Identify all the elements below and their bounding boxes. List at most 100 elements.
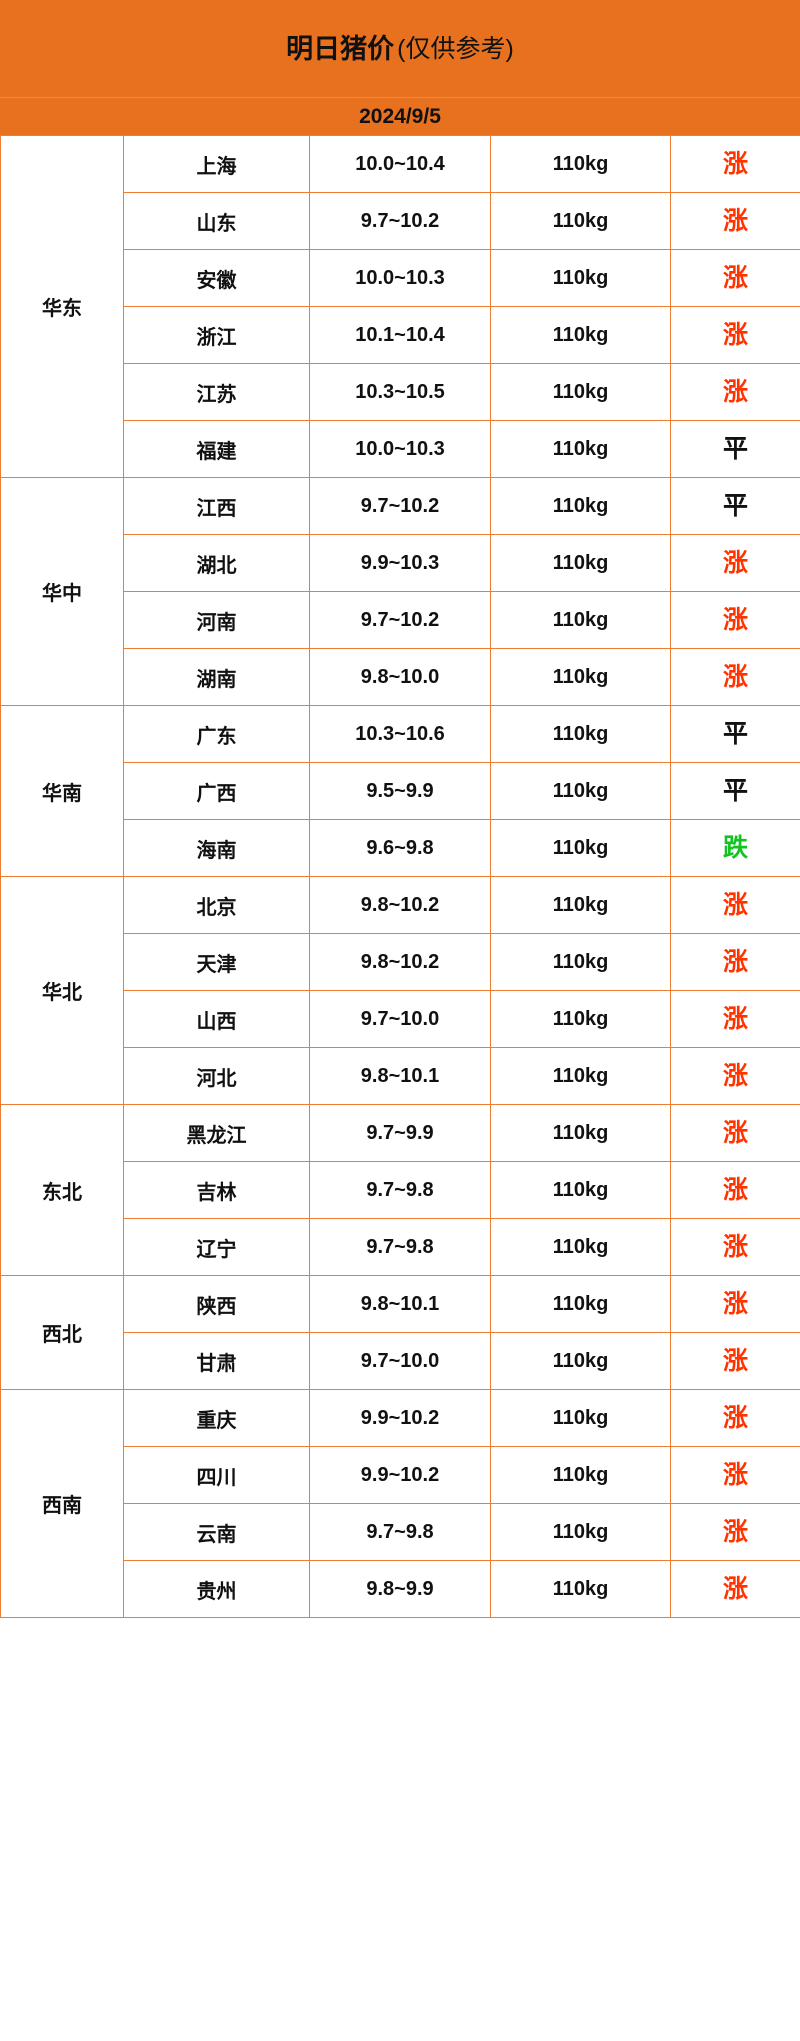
table-row: 华东 上海 10.0~10.4 110kg 涨 [0,135,800,478]
trend-cell-up: 涨 [670,249,800,307]
weight-cell: 110kg [490,648,671,706]
province-cell: 浙江 [123,306,310,364]
table-row: 天津 9.8~10.2 110kg 涨 [1,933,800,991]
weight-cell: 110kg [490,420,671,478]
trend-cell-up: 涨 [670,1503,800,1561]
trend-cell-flat: 平 [670,477,800,535]
page-title: 明日猪价 [286,33,395,64]
price-cell: 9.9~10.2 [309,1446,491,1504]
price-table: 华东 上海 10.0~10.4 110kg 涨山东 9.7~10.2 110kg 涨安徽 10.… [0,135,800,1618]
province-cell: 辽宁 [123,1218,310,1276]
region-cell: 东北 [0,1104,124,1276]
province-cell: 吉林 [123,1161,310,1219]
province-cell: 上海 [123,135,310,193]
price-cell: 9.8~10.1 [309,1047,491,1105]
province-cell: 云南 [123,1503,310,1561]
region-cell: 华北 [0,876,124,1105]
price-cell: 9.8~10.2 [309,933,491,991]
table-row: 贵州 9.8~9.9 110kg 涨 [1,1560,800,1618]
province-cell: 甘肃 [123,1332,310,1390]
report-date: 2024/9/5 [359,105,441,128]
price-cell: 9.7~9.9 [309,1104,491,1162]
board-header: 明日猪价 (仅供参考) 2024/9/5 [0,0,800,135]
province-cell: 天津 [123,933,310,991]
price-cell: 10.3~10.6 [309,705,491,763]
weight-cell: 110kg [490,933,671,991]
price-cell: 10.0~10.3 [309,249,491,307]
trend-cell-up: 涨 [670,591,800,649]
price-cell: 9.9~10.2 [309,1389,491,1447]
table-row: 山西 9.7~10.0 110kg 涨 [1,990,800,1048]
weight-cell: 110kg [490,705,671,763]
price-table-body: 华东 上海 10.0~10.4 110kg 涨山东 9.7~10.2 110kg 涨安徽 10.… [0,135,800,1618]
price-cell: 9.8~10.2 [309,876,491,934]
trend-cell-up: 涨 [670,363,800,421]
province-cell: 江苏 [123,363,310,421]
price-cell: 9.9~10.3 [309,534,491,592]
weight-cell: 110kg [490,192,671,250]
table-row: 云南 9.7~9.8 110kg 涨 [1,1503,800,1561]
weight-cell: 110kg [490,1218,671,1276]
price-cell: 9.8~10.1 [309,1275,491,1333]
region-cell: 西南 [0,1389,124,1618]
region-cell: 华东 [0,135,124,478]
price-cell: 9.8~10.0 [309,648,491,706]
trend-cell-up: 涨 [670,1560,800,1618]
province-cell: 陕西 [123,1275,310,1333]
province-cell: 广东 [123,705,310,763]
table-row: 江苏 10.3~10.5 110kg 涨 [1,363,800,421]
weight-cell: 110kg [490,1503,671,1561]
trend-cell-up: 涨 [670,648,800,706]
price-cell: 9.7~10.2 [309,591,491,649]
price-cell: 10.0~10.4 [309,135,491,193]
table-row: 河北 9.8~10.1 110kg 涨 [1,1047,800,1105]
weight-cell: 110kg [490,249,671,307]
trend-cell-up: 涨 [670,1047,800,1105]
table-row: 西南 重庆 9.9~10.2 110kg 涨 [0,1389,800,1618]
table-row: 甘肃 9.7~10.0 110kg 涨 [1,1332,800,1390]
trend-cell-up: 涨 [670,1332,800,1390]
province-cell: 北京 [123,876,310,934]
province-cell: 湖北 [123,534,310,592]
table-row: 华中 江西 9.7~10.2 110kg 平 [0,477,800,706]
province-cell: 海南 [123,819,310,877]
trend-cell-flat: 平 [670,420,800,478]
price-cell: 9.6~9.8 [309,819,491,877]
weight-cell: 110kg [490,1446,671,1504]
trend-cell-up: 涨 [670,1275,800,1333]
trend-cell-up: 涨 [670,933,800,991]
trend-cell-up: 涨 [670,990,800,1048]
weight-cell: 110kg [490,1047,671,1105]
trend-cell-up: 涨 [670,1218,800,1276]
weight-cell: 110kg [490,135,671,193]
price-cell: 9.7~9.8 [309,1161,491,1219]
province-cell: 河南 [123,591,310,649]
province-cell: 湖南 [123,648,310,706]
region-cell: 西北 [0,1275,124,1390]
table-row: 华南 广东 10.3~10.6 110kg 平 [0,705,800,877]
weight-cell: 110kg [490,762,671,820]
table-row: 辽宁 9.7~9.8 110kg 涨 [1,1218,800,1276]
weight-cell: 110kg [490,534,671,592]
table-row: 华北 北京 9.8~10.2 110kg 涨 [0,876,800,1105]
table-row: 海南 9.6~9.8 110kg 跌 [1,819,800,877]
price-cell: 9.7~10.0 [309,1332,491,1390]
price-cell: 9.7~10.2 [309,477,491,535]
province-cell: 广西 [123,762,310,820]
trend-cell-up: 涨 [670,306,800,364]
table-row: 吉林 9.7~9.8 110kg 涨 [1,1161,800,1219]
price-cell: 10.0~10.3 [309,420,491,478]
table-row: 四川 9.9~10.2 110kg 涨 [1,1446,800,1504]
province-cell: 河北 [123,1047,310,1105]
weight-cell: 110kg [490,1161,671,1219]
trend-cell-up: 涨 [670,1389,800,1447]
province-cell: 江西 [123,477,310,535]
weight-cell: 110kg [490,990,671,1048]
trend-cell-up: 涨 [670,534,800,592]
weight-cell: 110kg [490,819,671,877]
price-cell: 9.7~10.0 [309,990,491,1048]
province-cell: 山东 [123,192,310,250]
province-cell: 福建 [123,420,310,478]
table-row: 湖北 9.9~10.3 110kg 涨 [1,534,800,592]
trend-cell-down: 跌 [670,819,800,877]
